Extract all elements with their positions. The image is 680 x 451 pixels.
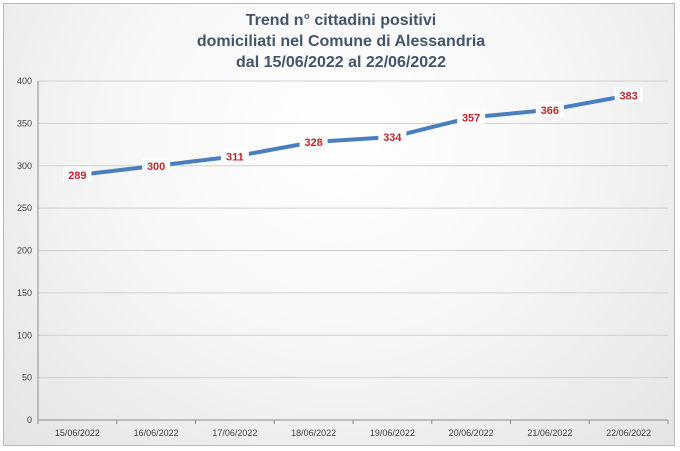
data-label: 311 — [220, 148, 249, 164]
data-label: 366 — [535, 101, 564, 117]
chart-title-line-3: dal 15/06/2022 al 22/06/2022 — [236, 54, 446, 71]
data-label-value: 311 — [226, 151, 244, 163]
x-tick-label: 17/06/2022 — [212, 428, 257, 438]
y-axis-tick-labels: 0 50 100 150 200 250 300 350 400 — [17, 76, 32, 425]
chart-title: Trend n° cittadini positivi domiciliati … — [197, 12, 485, 71]
data-label: 300 — [142, 157, 171, 173]
data-label-box — [457, 109, 486, 125]
x-tick-label: 16/06/2022 — [134, 428, 179, 438]
data-label-box — [220, 148, 249, 164]
data-label-value: 383 — [619, 90, 637, 102]
data-label: 357 — [457, 109, 486, 125]
data-label-value: 300 — [147, 161, 165, 173]
data-label-box — [63, 167, 92, 183]
x-tick-label: 20/06/2022 — [449, 428, 494, 438]
y-tick-label: 250 — [17, 203, 32, 213]
data-label-box — [535, 101, 564, 117]
gridlines — [38, 80, 668, 379]
data-label-box — [142, 157, 171, 173]
data-label: 289 — [63, 167, 92, 183]
data-label-box — [614, 87, 643, 103]
y-tick-label: 150 — [17, 288, 32, 298]
data-label-value: 357 — [462, 112, 480, 124]
data-labels: 289 300 311 328 334 357 366 383 — [63, 87, 643, 183]
x-tick-label: 22/06/2022 — [606, 428, 651, 438]
x-tick-label: 21/06/2022 — [527, 428, 572, 438]
data-label: 383 — [614, 87, 643, 103]
y-tick-label: 200 — [17, 246, 32, 256]
data-label: 328 — [299, 134, 328, 150]
data-label: 334 — [378, 128, 407, 144]
line-chart: Trend n° cittadini positivi domiciliati … — [17, 12, 669, 438]
data-label-value: 366 — [541, 105, 559, 117]
y-tick-label: 100 — [17, 330, 32, 340]
data-label-value: 328 — [304, 137, 322, 149]
y-tick-label: 400 — [17, 76, 32, 86]
x-tick-label: 18/06/2022 — [291, 428, 336, 438]
x-tick-label: 19/06/2022 — [370, 428, 415, 438]
axes — [37, 81, 669, 424]
y-tick-label: 50 — [22, 373, 32, 383]
data-label-box — [299, 134, 328, 150]
chart-frame: Trend n° cittadini positivi domiciliati … — [3, 3, 675, 446]
y-tick-label: 300 — [17, 161, 32, 171]
x-tick-label: 15/06/2022 — [55, 428, 100, 438]
y-tick-label: 350 — [17, 118, 32, 128]
x-axis-tick-labels: 15/06/2022 16/06/2022 17/06/2022 18/06/2022… — [55, 428, 651, 438]
data-label-box — [378, 128, 407, 144]
chart-title-line-2: domiciliati nel Comune di Alessandria — [197, 33, 485, 50]
data-label-value: 334 — [383, 132, 402, 144]
data-label-value: 289 — [68, 170, 86, 182]
chart-title-line-1: Trend n° cittadini positivi — [246, 12, 436, 29]
y-tick-label: 0 — [27, 415, 32, 425]
